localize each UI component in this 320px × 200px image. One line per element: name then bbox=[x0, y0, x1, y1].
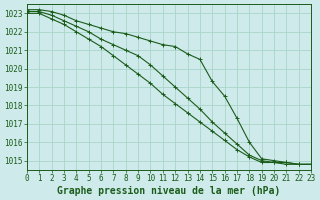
X-axis label: Graphe pression niveau de la mer (hPa): Graphe pression niveau de la mer (hPa) bbox=[57, 186, 281, 196]
